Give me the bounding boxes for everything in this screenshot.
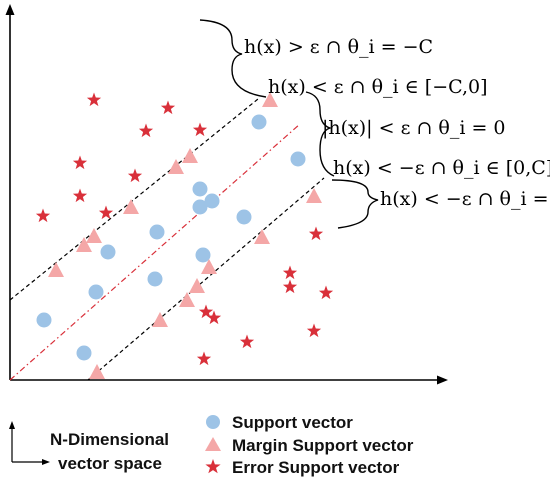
error-support-vector-point (206, 310, 222, 325)
margin-support-vector-point (86, 228, 102, 243)
legend-axis-label-2: vector space (58, 454, 162, 473)
margin-support-vector-point (182, 148, 198, 163)
support-vector-point (147, 271, 163, 287)
error-support-vector-point (308, 226, 324, 241)
error-support-vector-point (318, 285, 334, 300)
margin-support-vector-point (123, 199, 139, 214)
error-support-vector-point (192, 122, 208, 137)
margin-support-vector-point (189, 278, 205, 293)
support-vector-point (290, 151, 306, 167)
margin-support-vector-point (76, 237, 92, 252)
support-vector-point (204, 193, 220, 209)
x-axis-arrow (437, 375, 448, 385)
brace-upper (199, 19, 267, 98)
margin-support-vector-point (262, 92, 278, 107)
legend-axis-label-1: N-Dimensional (50, 430, 169, 449)
margin-support-vector-point (168, 159, 184, 174)
error-support-vector-point (306, 323, 322, 338)
legend-support-vector-marker (206, 415, 220, 429)
error-support-vector-point (35, 208, 51, 223)
braces (199, 19, 379, 229)
legend-margin-support-vector-marker (205, 437, 221, 451)
condition-labels: h(x) > ε ∩ θ_i = −C h(x) < ε ∩ θ_i ∈ [−C… (244, 36, 550, 210)
axes (5, 4, 448, 385)
error-support-vector-point (282, 265, 298, 280)
error-support-vector-point (198, 304, 214, 319)
support-vector-point (88, 284, 104, 300)
margin-support-vector-point (48, 262, 64, 277)
legend-error-support-vector-label: Error Support vector (232, 458, 400, 477)
brace-middle (305, 91, 335, 177)
lower-boundary-line (87, 177, 325, 381)
support-vector-point (251, 114, 267, 130)
margin-support-vector-point (306, 188, 322, 203)
support-vector-point (100, 244, 116, 260)
condition-label-4: h(x) < −ε ∩ θ_i ∈ [0,C] (333, 157, 550, 179)
margin-support-vector-point (254, 229, 270, 244)
condition-label-2: h(x) < ε ∩ θ_i ∈ [−C,0] (268, 76, 488, 98)
legend: N-Dimensional vector space Support vecto… (9, 413, 414, 477)
error-support-vector-point (160, 100, 176, 115)
support-vector-point (195, 247, 211, 263)
error-support-vector-point (98, 205, 114, 220)
error-support-vector-point (138, 123, 154, 138)
error-support-vector-point (72, 188, 88, 203)
support-vector-point (149, 224, 165, 240)
support-vector-point (192, 199, 208, 215)
error-support-vector-point (196, 351, 212, 366)
margin-support-vector-point (89, 364, 105, 379)
y-axis-arrow (5, 4, 15, 15)
margin-support-vector-point (152, 312, 168, 327)
mini-axes-icon (9, 421, 50, 465)
error-support-vector-point (239, 334, 255, 349)
support-vector-point (76, 345, 92, 361)
margin-support-vector-point (201, 259, 217, 274)
error-support-vector-point (127, 168, 143, 183)
upper-boundary-line (9, 98, 259, 301)
support-vector-point (36, 312, 52, 328)
error-support-vector-point (282, 279, 298, 294)
brace-lower (331, 179, 379, 229)
condition-label-3: |h(x)| < ε ∩ θ_i = 0 (322, 117, 506, 139)
support-vector-point (192, 181, 208, 197)
margin-support-vector-point (179, 292, 195, 307)
legend-support-vector-label: Support vector (232, 413, 353, 432)
condition-label-5: h(x) < −ε ∩ θ_i = C (380, 188, 550, 210)
error-support-vector-point (86, 92, 102, 107)
center-regression-line (9, 123, 301, 381)
error-support-vector-point (72, 155, 88, 170)
support-vector-point (236, 209, 252, 225)
legend-error-support-vector-marker (205, 459, 221, 474)
data-points (35, 92, 334, 379)
condition-label-1: h(x) > ε ∩ θ_i = −C (244, 36, 433, 58)
legend-margin-support-vector-label: Margin Support vector (232, 436, 414, 455)
epsilon-tube (9, 98, 325, 381)
